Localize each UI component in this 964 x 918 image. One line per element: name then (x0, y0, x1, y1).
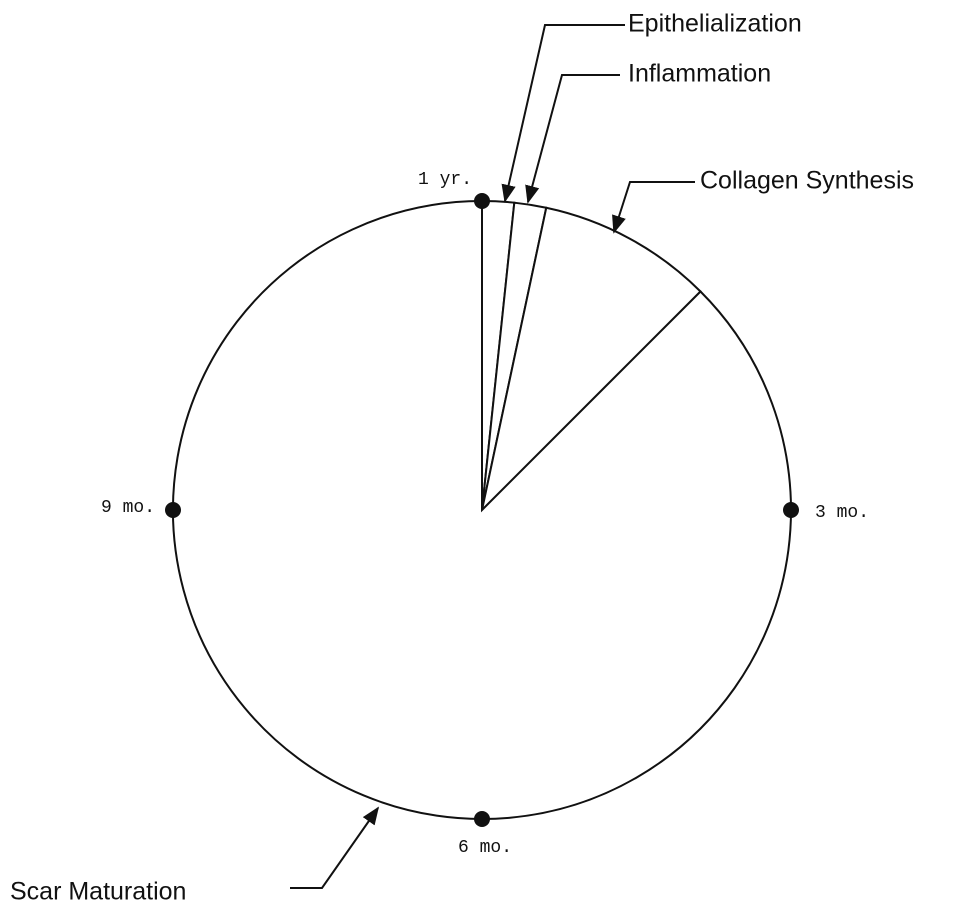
tick-label: 3 mo. (815, 503, 869, 523)
tick-dot (474, 811, 490, 827)
wedge (172, 199, 792, 820)
leader-line (612, 181, 695, 234)
wedge-label: Scar Maturation (10, 878, 186, 906)
leader-line (290, 806, 380, 889)
leader-line (525, 74, 620, 204)
wedge-label: Epithelialization (628, 10, 802, 38)
tick-label: 9 mo. (101, 498, 155, 518)
tick-label: 1 yr. (418, 170, 472, 190)
tick-dot (783, 502, 799, 518)
tick-dot (165, 502, 181, 518)
wedge (480, 206, 702, 514)
tick-label: 6 mo. (458, 838, 512, 858)
tick-dot (474, 193, 490, 209)
wedge-label: Collagen Synthesis (700, 167, 914, 195)
wedge-label: Inflammation (628, 60, 771, 88)
leader-line (501, 24, 625, 203)
